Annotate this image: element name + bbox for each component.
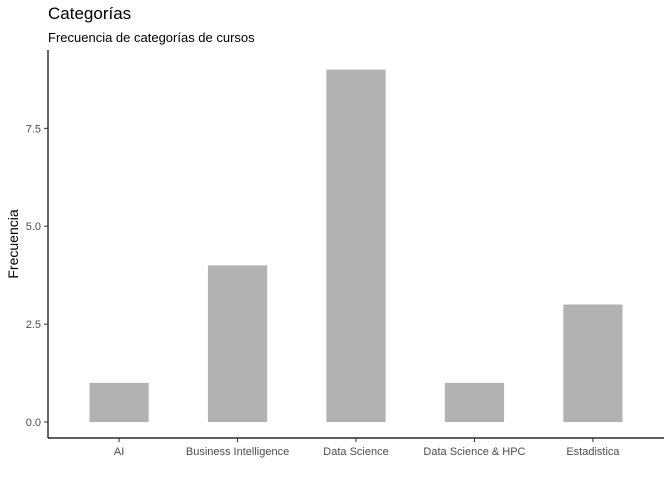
y-axis-ticks: 0.0 2.5 5.0 7.5 — [26, 123, 48, 429]
x-tick-label-4: Estadistica — [566, 446, 620, 458]
bar-3 — [444, 382, 505, 422]
y-tick-label-0: 0.0 — [26, 417, 41, 429]
bar-4 — [563, 304, 623, 422]
x-tick-label-0: AI — [114, 446, 124, 458]
bar-2 — [326, 69, 386, 422]
y-tick-label-3: 7.5 — [26, 123, 41, 135]
bar-1 — [207, 265, 268, 422]
chart-subtitle: Frecuencia de categorías de cursos — [48, 30, 255, 45]
y-axis-title: Frecuencia — [5, 209, 21, 278]
x-tick-label-3: Data Science & HPC — [423, 446, 525, 458]
x-tick-label-2: Data Science — [323, 446, 388, 458]
chart-title: Categorías — [48, 4, 132, 23]
bar-0 — [89, 382, 149, 422]
x-axis-ticks: AI Business Intelligence Data Science Data … — [114, 438, 620, 458]
y-tick-label-1: 2.5 — [26, 319, 41, 331]
bars-layer — [89, 69, 623, 422]
y-tick-label-2: 5.0 — [26, 221, 41, 233]
x-tick-label-1: Business Intelligence — [186, 446, 289, 458]
